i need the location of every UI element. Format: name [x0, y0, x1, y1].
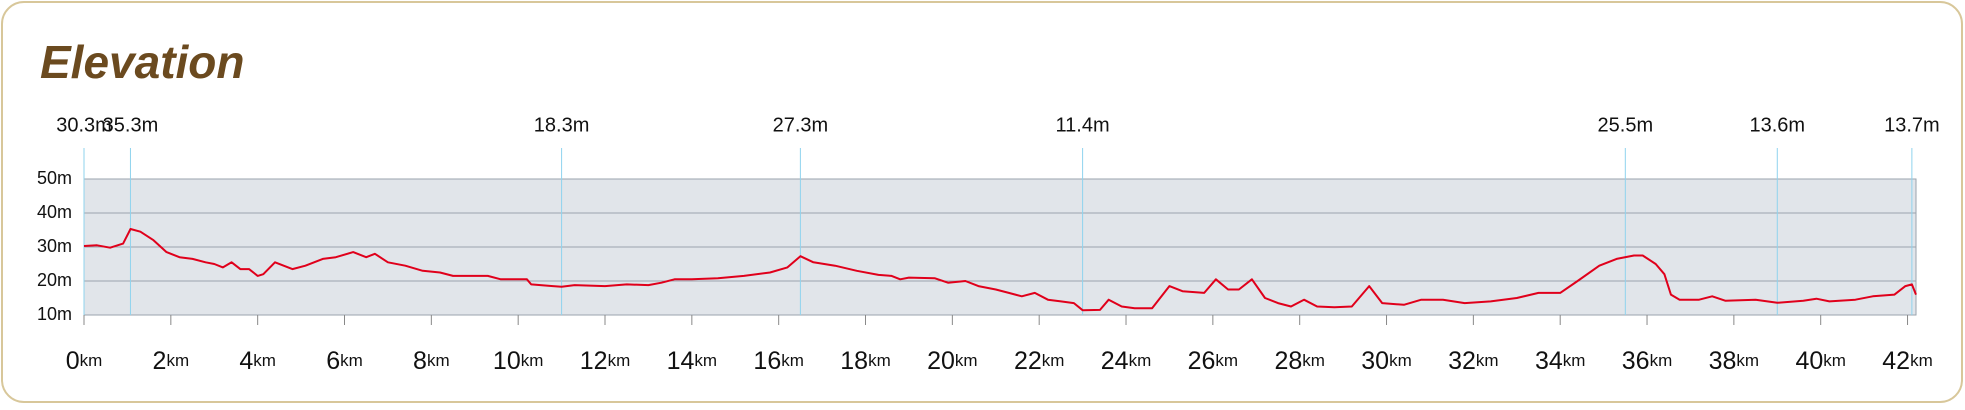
x-tick-label: 24km [1101, 347, 1151, 375]
annotation-label: 35.3m [103, 114, 159, 136]
x-tick-label: 42km [1882, 347, 1932, 375]
annotation-label: 18.3m [534, 114, 590, 136]
annotation-label: 13.7m [1884, 114, 1940, 136]
x-tick-label: 32km [1448, 347, 1498, 375]
annotation-label: 30.3m [56, 114, 112, 136]
x-tick-label: 22km [1014, 347, 1064, 375]
y-tick-label: 40m [37, 202, 72, 222]
x-tick-label: 36km [1622, 347, 1672, 375]
chart-title: Elevation [40, 36, 245, 88]
x-tick-label: 28km [1274, 347, 1324, 375]
annotation-label: 11.4m [1056, 114, 1110, 136]
elevation-line [83, 228, 1917, 312]
x-tick-label: 10km [493, 347, 543, 375]
annotation-label: 27.3m [773, 114, 829, 136]
x-tick-label: 4km [239, 347, 276, 375]
annotation-label: 13.6m [1749, 114, 1805, 136]
y-tick-label: 20m [37, 270, 72, 290]
y-tick-label: 50m [37, 168, 72, 188]
x-tick-label: 14km [667, 347, 717, 375]
x-tick-label: 18km [840, 347, 890, 375]
x-tick-label: 30km [1361, 347, 1411, 375]
x-tick-label: 38km [1709, 347, 1759, 375]
x-tick-label: 16km [753, 347, 803, 375]
x-tick-label: 40km [1795, 347, 1845, 375]
annotation-label: 25.5m [1598, 114, 1654, 136]
x-tick-label: 20km [927, 347, 977, 375]
x-tick-label: 8km [413, 347, 450, 375]
x-tick-label: 34km [1535, 347, 1585, 375]
y-tick-label: 30m [37, 236, 72, 256]
x-tick-label: 0km [66, 347, 103, 375]
y-tick-label: 10m [37, 304, 72, 324]
x-tick-label: 12km [580, 347, 630, 375]
x-tick-label: 2km [153, 347, 190, 375]
x-tick-label: 6km [326, 347, 363, 375]
x-tick-label: 26km [1188, 347, 1238, 375]
